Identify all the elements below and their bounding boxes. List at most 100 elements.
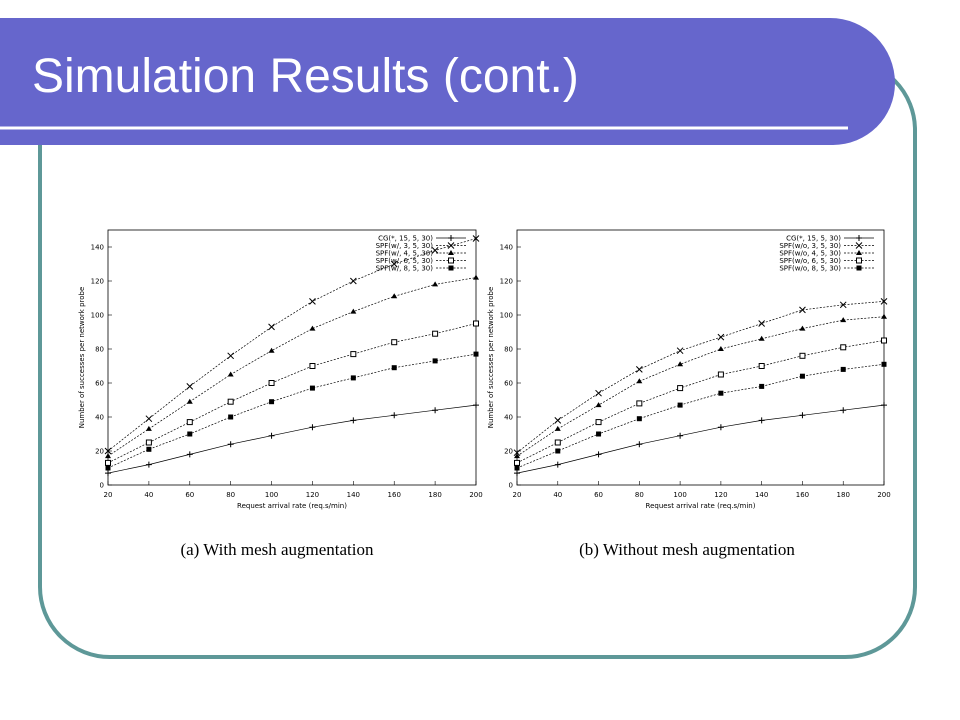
marker xyxy=(840,344,847,351)
marker xyxy=(636,400,643,407)
plot-area xyxy=(516,229,885,486)
marker xyxy=(227,441,234,448)
x-tick-label: 80 xyxy=(226,491,235,499)
legend-label: CG(*, 15, 5, 30) xyxy=(378,235,433,243)
legend-marker xyxy=(856,257,862,264)
marker xyxy=(227,371,234,377)
marker xyxy=(186,419,193,426)
marker xyxy=(186,451,193,458)
marker xyxy=(717,424,724,431)
plot-area xyxy=(107,229,477,486)
marker xyxy=(839,301,847,309)
marker xyxy=(105,453,111,459)
x-axis-label: Request arrival rate (req.s/min) xyxy=(237,502,347,510)
x-tick-label: 20 xyxy=(513,491,522,499)
marker xyxy=(146,446,152,452)
y-tick-label: 120 xyxy=(500,278,513,286)
marker xyxy=(186,383,194,390)
x-tick-label: 40 xyxy=(144,491,153,499)
marker xyxy=(718,390,724,396)
x-tick-label: 200 xyxy=(877,491,890,499)
x-tick-label: 80 xyxy=(635,491,644,499)
marker xyxy=(432,330,439,337)
marker xyxy=(391,412,398,419)
marker xyxy=(881,337,887,344)
x-axis-label: Request arrival rate (req.s/min) xyxy=(646,502,756,510)
x-tick-label: 160 xyxy=(796,491,809,499)
series-line xyxy=(107,353,477,469)
marker xyxy=(799,373,805,379)
marker xyxy=(880,298,888,305)
title-band xyxy=(0,18,895,145)
y-tick-label: 100 xyxy=(91,312,104,320)
legend-label: SPF(w/, 3, 5, 30) xyxy=(376,242,434,250)
marker xyxy=(513,449,521,457)
marker xyxy=(432,407,439,414)
series-line xyxy=(107,277,477,457)
legend-marker xyxy=(856,235,862,241)
marker xyxy=(514,470,520,477)
marker xyxy=(758,320,766,327)
marker xyxy=(350,417,357,424)
marker xyxy=(758,417,765,424)
marker xyxy=(677,402,683,408)
marker xyxy=(309,325,316,331)
marker xyxy=(145,425,152,431)
marker xyxy=(269,399,275,405)
marker xyxy=(268,347,275,353)
y-tick-label: 40 xyxy=(504,414,513,422)
marker xyxy=(554,425,561,431)
marker xyxy=(799,325,806,331)
marker xyxy=(799,306,806,314)
marker xyxy=(145,461,152,468)
marker xyxy=(717,371,724,378)
marker xyxy=(840,317,847,323)
marker xyxy=(799,352,806,359)
marker xyxy=(759,383,765,389)
marker xyxy=(105,465,111,471)
marker xyxy=(349,277,357,285)
series-line xyxy=(516,363,885,469)
marker xyxy=(432,281,439,287)
x-tick-label: 140 xyxy=(347,491,360,499)
marker xyxy=(554,439,561,446)
legend-label: CG(*, 15, 5, 30) xyxy=(786,235,841,243)
marker xyxy=(840,366,846,372)
marker xyxy=(391,293,398,299)
legend-marker xyxy=(447,242,455,249)
marker xyxy=(391,339,398,346)
y-tick-label: 40 xyxy=(95,414,104,422)
legend-marker xyxy=(448,257,454,264)
y-tick-label: 100 xyxy=(500,312,513,320)
marker xyxy=(431,247,439,254)
x-tick-label: 20 xyxy=(104,491,113,499)
marker xyxy=(595,451,602,458)
marker xyxy=(717,346,724,351)
legend-marker xyxy=(856,265,862,271)
marker xyxy=(145,439,152,446)
marker xyxy=(350,375,356,381)
marker xyxy=(309,385,315,391)
marker xyxy=(554,417,562,424)
legend-marker xyxy=(448,250,454,255)
x-tick-label: 200 xyxy=(469,491,482,499)
marker xyxy=(636,378,643,384)
series-line xyxy=(107,323,477,464)
marker xyxy=(595,389,602,397)
marker xyxy=(595,419,602,426)
legend-marker xyxy=(448,265,454,271)
marker xyxy=(473,274,479,280)
legend-label: SPF(w/o, 8, 5, 30) xyxy=(779,265,841,273)
marker xyxy=(881,402,887,409)
legend-marker xyxy=(448,235,454,241)
y-tick-label: 0 xyxy=(100,482,104,490)
marker xyxy=(105,459,111,466)
marker xyxy=(554,461,561,468)
marker xyxy=(145,415,153,423)
marker xyxy=(473,320,479,327)
series-line xyxy=(107,238,477,452)
marker xyxy=(595,402,602,408)
y-tick-label: 20 xyxy=(95,448,104,456)
legend-label: SPF(w/, 4, 5, 30) xyxy=(376,250,434,258)
marker xyxy=(104,447,112,455)
